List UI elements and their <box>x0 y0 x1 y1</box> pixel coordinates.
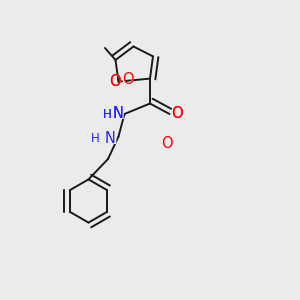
Text: O: O <box>171 106 183 122</box>
Text: H: H <box>90 131 101 146</box>
Text: N: N <box>112 106 123 122</box>
Text: O: O <box>122 72 133 87</box>
Text: O: O <box>170 105 184 123</box>
Text: O: O <box>171 106 183 122</box>
Text: O: O <box>161 136 172 151</box>
Text: O: O <box>108 73 122 91</box>
Text: H: H <box>91 132 100 145</box>
Text: O: O <box>109 74 121 89</box>
Text: O: O <box>160 134 173 152</box>
Text: H: H <box>101 106 113 122</box>
Text: O: O <box>121 70 134 88</box>
Text: H: H <box>103 107 112 121</box>
Text: N: N <box>111 105 125 123</box>
Text: N: N <box>104 130 117 148</box>
Text: N: N <box>105 131 116 146</box>
Text: N: N <box>112 106 123 122</box>
Text: O: O <box>109 74 121 89</box>
Text: H: H <box>103 107 112 121</box>
